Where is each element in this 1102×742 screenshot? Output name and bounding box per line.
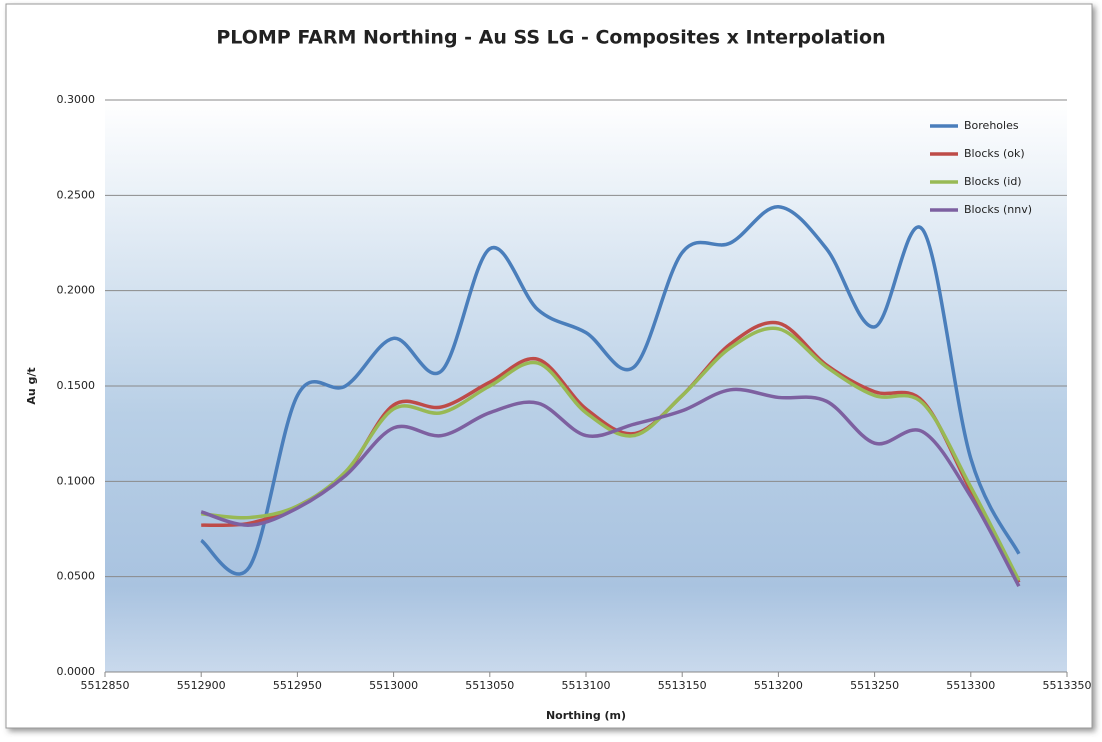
series-line	[200, 205, 1021, 576]
x-tick-label: 5513150	[658, 679, 707, 692]
y-tick-label: 0.3000	[57, 93, 96, 106]
y-tick-label: 0.0000	[57, 665, 96, 678]
legend-label: Boreholes	[964, 119, 1019, 132]
x-tick-label: 5512950	[273, 679, 322, 692]
legend-label: Blocks (id)	[964, 175, 1022, 188]
x-tick-label: 5513200	[754, 679, 803, 692]
x-tick-label: 5513100	[562, 679, 611, 692]
y-tick-label: 0.1000	[57, 474, 96, 487]
series-line	[200, 387, 1021, 588]
y-tick-label: 0.1500	[57, 379, 96, 392]
x-tick-label: 5513000	[369, 679, 418, 692]
x-tick-label: 5513250	[850, 679, 899, 692]
y-axis-label: Au g/t	[25, 367, 38, 404]
legend-label: Blocks (ok)	[964, 147, 1025, 160]
x-tick-label: 5513350	[1043, 679, 1092, 692]
y-tick-label: 0.2000	[57, 284, 96, 297]
y-tick-label: 0.0500	[57, 570, 96, 583]
x-tick-label: 5513050	[465, 679, 514, 692]
x-tick-label: 5512900	[177, 679, 226, 692]
legend-label: Blocks (nnv)	[964, 203, 1032, 216]
y-tick-label: 0.2500	[57, 188, 96, 201]
series-line	[201, 326, 1021, 582]
chart-title: PLOMP FARM Northing - Au SS LG - Composi…	[216, 27, 885, 49]
x-tick-label: 5512850	[81, 679, 130, 692]
x-axis-label: Northing (m)	[546, 709, 626, 722]
x-tick-label: 5513300	[946, 679, 995, 692]
